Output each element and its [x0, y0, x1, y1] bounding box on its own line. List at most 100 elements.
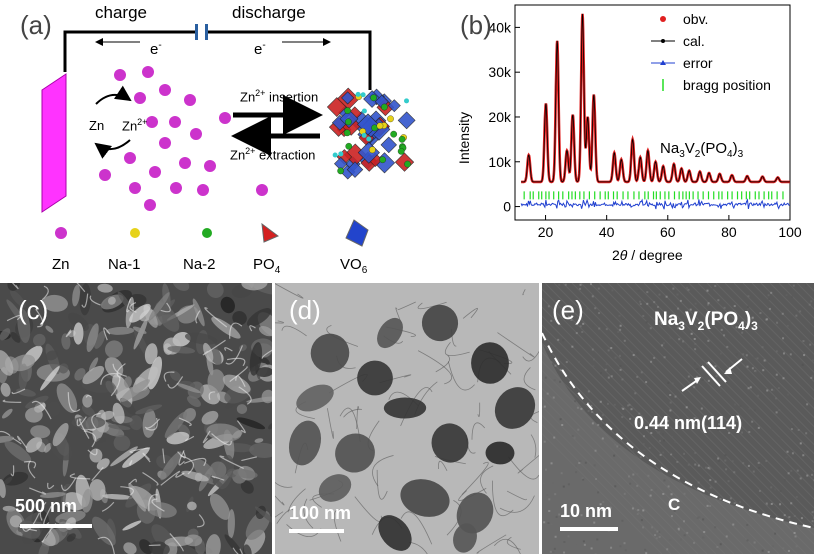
noise	[661, 344, 664, 347]
noise	[639, 303, 642, 306]
flake-edge	[204, 307, 228, 328]
nanoflake	[236, 404, 248, 414]
noise	[781, 312, 784, 315]
carbon-sheet	[445, 341, 470, 357]
noise	[751, 367, 754, 370]
panel-d-tem-image: (d) 100 nm	[275, 283, 539, 554]
na-atom	[397, 147, 405, 155]
flake-edge	[0, 430, 11, 437]
legend-po4-label: PO4	[253, 256, 281, 276]
noise	[802, 340, 805, 343]
noise	[767, 550, 770, 553]
lattice-fringe	[544, 283, 814, 554]
flake-edge	[110, 376, 121, 397]
panel-b: 20 40 60 80 100 0 10k 20k 30k 40k obv. cal. error bra…	[450, 0, 814, 280]
noise	[563, 551, 566, 554]
flake-edge	[27, 460, 36, 479]
noise	[790, 469, 793, 472]
noise	[753, 541, 756, 544]
flake-edge	[232, 547, 239, 554]
scale-bar-c	[20, 524, 92, 528]
nvp-particle	[400, 479, 450, 517]
noise	[561, 424, 564, 427]
noise	[806, 474, 809, 477]
lattice-fringe	[706, 283, 814, 392]
zn-ion	[179, 157, 191, 169]
nanoflake	[10, 290, 26, 308]
flake-edge	[224, 347, 233, 352]
zn-ion	[170, 182, 182, 194]
noise	[599, 400, 602, 403]
flake-edge	[160, 470, 181, 486]
noise	[763, 359, 766, 362]
noise	[553, 379, 556, 382]
noise	[726, 345, 729, 348]
nanoflake	[254, 438, 264, 443]
noise	[752, 356, 755, 359]
nanoflake	[89, 448, 103, 463]
noise	[640, 415, 643, 418]
noise	[543, 440, 546, 443]
carbon-sheet	[447, 361, 475, 391]
noise	[582, 322, 585, 325]
noise	[623, 394, 626, 397]
noise	[649, 303, 652, 306]
noise	[719, 352, 722, 355]
plot-frame	[514, 4, 791, 221]
nanoflake	[42, 294, 68, 312]
flake-edge	[47, 482, 55, 490]
noise	[573, 436, 576, 439]
lattice-fringe	[751, 283, 814, 346]
flake-edge	[85, 394, 92, 398]
nanoflake	[40, 365, 60, 391]
y-tick-label: 0	[503, 199, 511, 215]
noise	[777, 387, 780, 390]
noise	[767, 298, 770, 301]
nanoflake	[240, 480, 254, 494]
nanoflake	[81, 405, 95, 417]
noise	[680, 500, 683, 503]
noise	[654, 528, 657, 531]
noise	[565, 361, 568, 364]
scale-label-e: 10 nm	[560, 501, 613, 521]
na-atom	[404, 98, 410, 104]
noise	[697, 481, 700, 484]
noise	[677, 527, 680, 530]
noise	[672, 287, 675, 290]
flake-edge	[148, 494, 158, 512]
noise	[774, 532, 777, 535]
carbon-sheet	[530, 411, 539, 424]
noise	[576, 406, 579, 409]
noise	[790, 295, 793, 298]
noise	[543, 405, 546, 408]
noise	[788, 516, 791, 519]
noise	[602, 500, 605, 503]
noise	[593, 464, 596, 467]
flake-edge	[103, 327, 111, 341]
carbon-sheet	[343, 408, 362, 418]
nanoflake	[9, 515, 23, 528]
noise	[746, 523, 749, 526]
noise	[811, 473, 814, 476]
lattice-fringe	[542, 414, 681, 554]
flake-edge	[2, 399, 22, 403]
zn-ion	[124, 152, 136, 164]
flake-edge	[22, 512, 40, 532]
noise	[771, 545, 774, 548]
circuit-wire	[63, 30, 195, 72]
noise	[563, 310, 566, 313]
nvp-particle	[456, 492, 494, 534]
hrtem-texture	[542, 283, 814, 554]
nanoflake	[3, 476, 13, 485]
noise	[583, 543, 586, 546]
x-tick-label: 40	[599, 224, 615, 240]
nanoflake	[245, 510, 271, 540]
circuit-wire-right	[208, 30, 372, 90]
noise	[667, 485, 670, 488]
noise	[580, 407, 583, 410]
carbon-sheet	[477, 402, 481, 417]
noise	[645, 321, 648, 324]
carbon-sheet	[400, 511, 433, 545]
noise	[598, 312, 601, 315]
noise	[728, 431, 731, 434]
